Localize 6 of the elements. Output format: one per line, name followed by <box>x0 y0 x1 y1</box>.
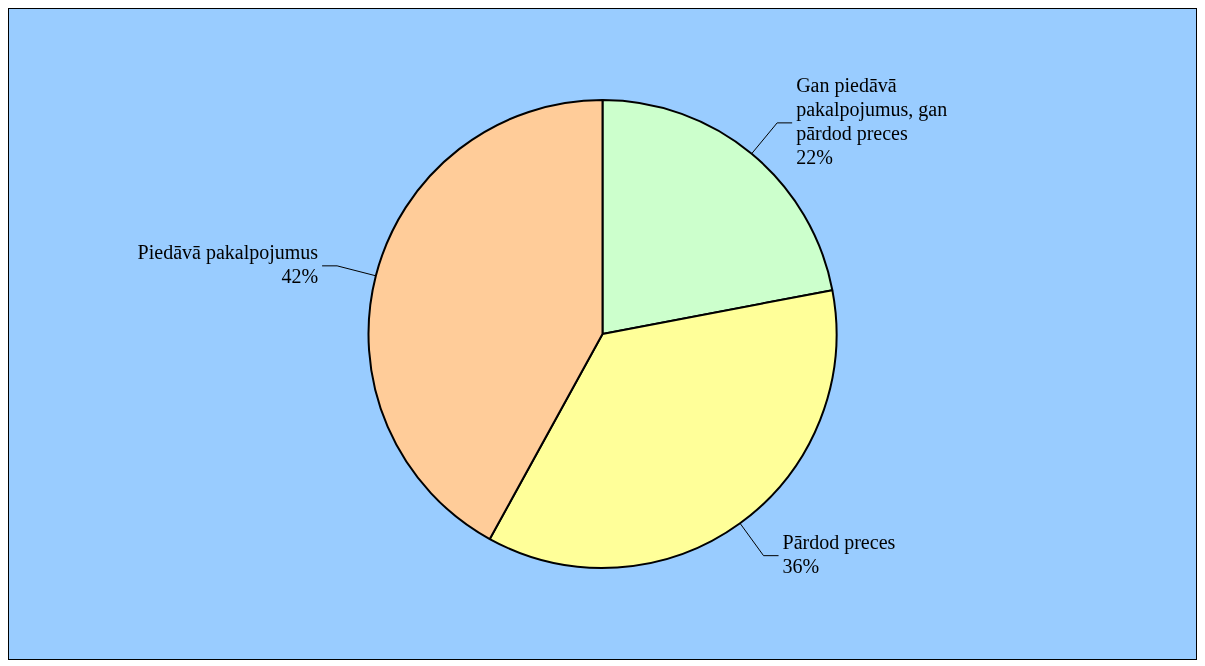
data-label: 42% <box>281 265 319 288</box>
slice-label: Gan piedāvā pakalpojumus, gan pārdod preces <box>796 74 948 146</box>
data-label: 36% <box>782 554 820 577</box>
slice-label: Pārdod preces <box>782 530 896 554</box>
slice-label: Piedāvā pakalpojumus <box>137 241 319 265</box>
data-label: 22% <box>796 146 833 169</box>
